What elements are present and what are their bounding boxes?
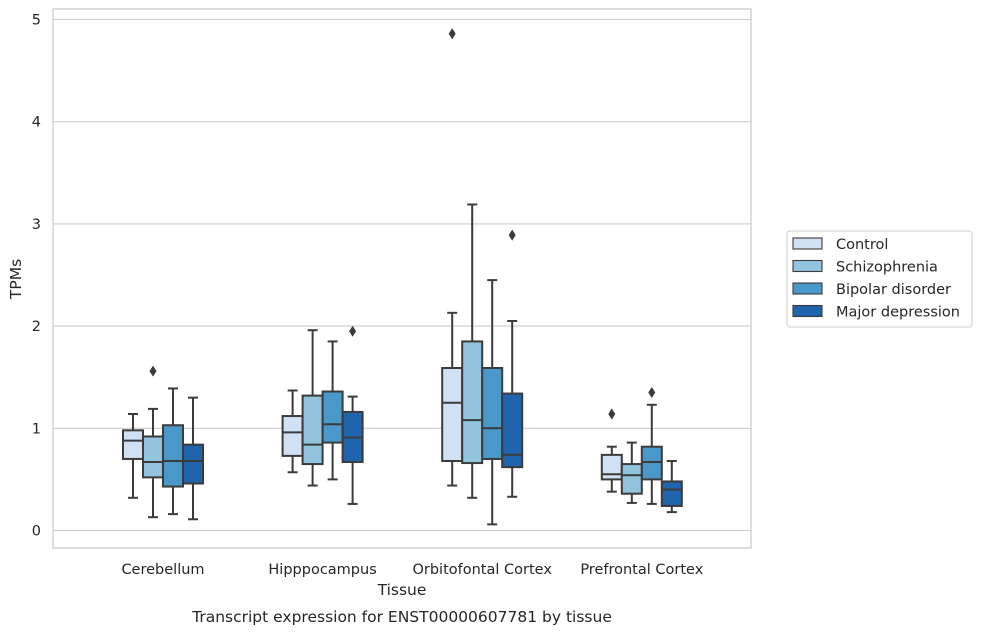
- figure-caption: Transcript expression for ENST0000060778…: [191, 608, 612, 626]
- y-axis-ticks: 0 1 2 3 4 5: [32, 13, 41, 540]
- legend: Control Schizophrenia Bipolar disorder Majo…: [786, 230, 973, 328]
- outlier-point: [448, 28, 456, 40]
- outlier-point: [349, 325, 357, 337]
- x-axis-label: Tissue: [377, 581, 427, 599]
- legend-label: Major depression: [836, 305, 960, 321]
- box-body: [461, 340, 484, 465]
- box-cerebellum-bipolar-disorder: [162, 387, 184, 516]
- x-tick-label-prefrontal-cortex: Prefrontal Cortex: [580, 562, 703, 578]
- box-body: [620, 463, 643, 495]
- outlier-point: [149, 365, 157, 377]
- y-tick-label: 4: [32, 115, 41, 131]
- legend-label: Control: [836, 237, 888, 253]
- box-hipppocampus-major-depression: [341, 325, 364, 505]
- legend-item-control: Control: [792, 237, 888, 253]
- x-tick-label-orbitofontal-cortex: Orbitofontal Cortex: [412, 562, 552, 578]
- box-body: [182, 443, 204, 485]
- legend-swatch: [792, 259, 823, 273]
- x-tick-label-cerebellum: Cerebellum: [121, 562, 204, 578]
- y-tick-label: 5: [32, 13, 41, 29]
- legend-swatch: [792, 237, 823, 250]
- outlier-point: [608, 408, 616, 420]
- box-body: [122, 429, 144, 460]
- x-tick-label-hipppocampus: Hipppocampus: [268, 562, 376, 578]
- box-prefrontal-cortex-major-depression: [660, 460, 683, 514]
- box-prefrontal-cortex-schizophrenia: [620, 441, 643, 504]
- box-hipppocampus-schizophrenia: [301, 329, 324, 487]
- y-tick-label: 2: [32, 319, 41, 335]
- box-cerebellum-schizophrenia: [142, 365, 164, 519]
- box-body: [501, 392, 524, 469]
- box-body: [321, 390, 344, 444]
- box-hipppocampus-bipolar-disorder: [321, 340, 344, 481]
- box-body: [162, 424, 184, 488]
- legend-item-bipolar-disorder: Bipolar disorder: [792, 282, 951, 298]
- box-body: [281, 415, 304, 457]
- box-cerebellum-control: [122, 412, 144, 499]
- legend-frame: [786, 230, 973, 328]
- box-hipppocampus-control: [281, 389, 304, 474]
- box-cerebellum-major-depression: [182, 396, 204, 521]
- box-body: [660, 480, 683, 507]
- box-prefrontal-cortex-control: [600, 408, 623, 493]
- box-body: [301, 394, 324, 466]
- box-body: [441, 367, 464, 463]
- legend-swatch: [792, 282, 823, 295]
- x-axis-ticks: Cerebellum Hipppocampus Orbitofontal Corte…: [121, 562, 703, 578]
- legend-item-schizophrenia: Schizophrenia: [792, 259, 938, 276]
- outlier-point: [648, 387, 656, 399]
- legend-swatch: [792, 304, 823, 318]
- box-body: [640, 445, 663, 481]
- y-axis-label: TPMs: [7, 259, 25, 300]
- y-tick-label: 1: [32, 421, 41, 437]
- box-body: [142, 435, 164, 479]
- box-body: [600, 453, 623, 481]
- outlier-point: [508, 229, 516, 241]
- box-orbitofontal-cortex-bipolar-disorder: [481, 279, 504, 526]
- plot-area-frame: [52, 8, 752, 549]
- boxes: [122, 28, 683, 526]
- legend-label: Schizophrenia: [836, 260, 938, 276]
- y-tick-label: 3: [32, 217, 41, 233]
- box-orbitofontal-cortex-major-depression: [501, 229, 524, 498]
- box-orbitofontal-cortex-control: [441, 28, 464, 487]
- legend-label: Bipolar disorder: [836, 282, 951, 298]
- legend-item-major-depression: Major depression: [792, 304, 960, 321]
- box-body: [481, 367, 504, 460]
- box-prefrontal-cortex-bipolar-disorder: [640, 387, 663, 505]
- y-tick-label: 0: [32, 524, 41, 540]
- box-orbitofontal-cortex-schizophrenia: [461, 203, 484, 499]
